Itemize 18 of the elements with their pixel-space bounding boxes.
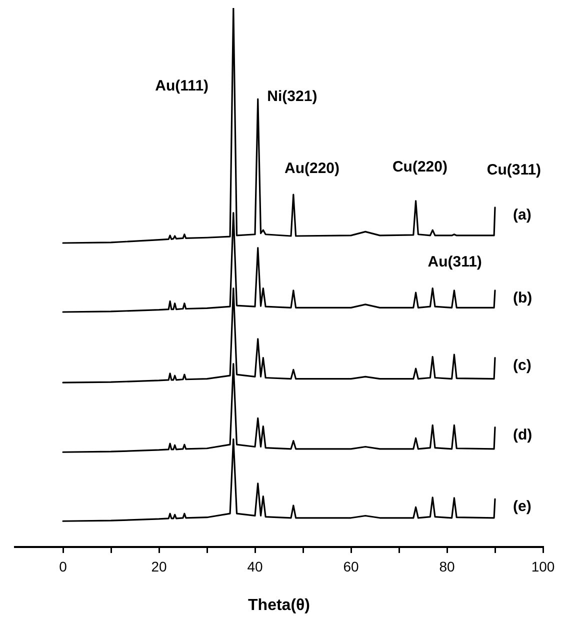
series-label: (a) bbox=[513, 206, 532, 224]
annotation: Au(311) bbox=[428, 254, 482, 271]
annotation: Cu(220) bbox=[392, 158, 448, 176]
x-tick-label: 40 bbox=[247, 558, 263, 574]
annotation: Au(220) bbox=[284, 160, 340, 177]
series-label: (d) bbox=[513, 426, 532, 444]
x-tick-label: 80 bbox=[439, 558, 455, 574]
annotation: Cu(311) bbox=[486, 161, 542, 178]
annotation: Ni(321) bbox=[267, 88, 318, 106]
x-axis-title: Theta(θ) bbox=[248, 596, 310, 614]
series-label: (b) bbox=[513, 290, 532, 307]
annotation: Au(111) bbox=[155, 77, 209, 94]
x-tick-label: 20 bbox=[151, 558, 167, 574]
x-tick-label: 100 bbox=[531, 558, 555, 574]
series-label: (e) bbox=[513, 498, 532, 516]
x-tick-label: 0 bbox=[59, 558, 68, 574]
series-label: (c) bbox=[513, 356, 532, 374]
x-tick-label: 60 bbox=[343, 558, 359, 574]
